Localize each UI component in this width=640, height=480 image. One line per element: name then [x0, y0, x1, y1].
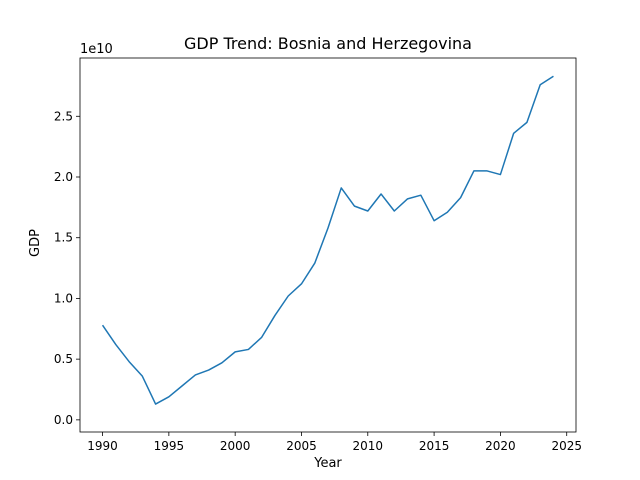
y-tick-label: 0.5 — [54, 352, 73, 366]
x-tick-label: 2010 — [353, 439, 384, 453]
x-tick-label: 2015 — [419, 439, 450, 453]
axes-frame — [79, 57, 577, 433]
x-tick-label: 1995 — [154, 439, 185, 453]
y-tick-label: 0.0 — [54, 413, 73, 427]
x-tick-label: 2025 — [551, 439, 582, 453]
x-tick-label: 2020 — [485, 439, 516, 453]
y-tick-label: 2.5 — [54, 109, 73, 123]
x-tick-label: 1990 — [87, 439, 118, 453]
chart-title: GDP Trend: Bosnia and Herzegovina — [184, 34, 472, 53]
plot-area: 1990 1995 2000 2005 2010 2015 2020 2025 0.0 0.5 1.… — [54, 57, 582, 453]
y-axis-label: GDP — [28, 229, 43, 257]
x-axis-label: Year — [313, 456, 342, 471]
y-offset-label: 1e10 — [80, 42, 113, 57]
y-tick-label: 1.5 — [54, 231, 73, 245]
y-tick-label: 1.0 — [54, 291, 73, 305]
x-tick-label: 2000 — [220, 439, 251, 453]
x-tick-label: 2005 — [286, 439, 317, 453]
y-tick-label: 2.0 — [54, 170, 73, 184]
series-line-0 — [101, 75, 554, 405]
